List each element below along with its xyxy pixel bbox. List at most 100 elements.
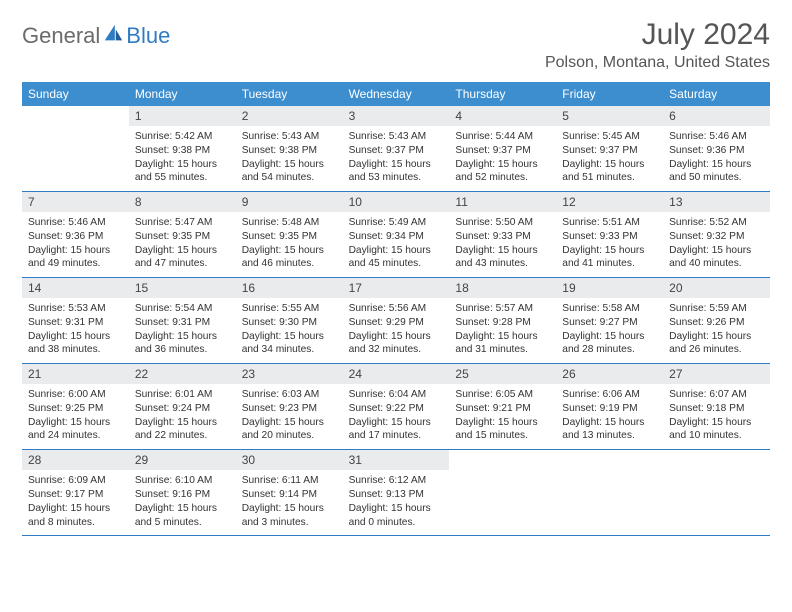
daylight-line: Daylight: 15 hours and 46 minutes. <box>242 244 337 272</box>
day-number: 10 <box>343 192 450 212</box>
daylight-line: Daylight: 15 hours and 0 minutes. <box>349 502 444 530</box>
daylight-line: Daylight: 15 hours and 38 minutes. <box>28 330 123 358</box>
day-body: Sunrise: 6:11 AMSunset: 9:14 PMDaylight:… <box>236 470 343 535</box>
day-body: Sunrise: 6:03 AMSunset: 9:23 PMDaylight:… <box>236 384 343 449</box>
sunset-line: Sunset: 9:30 PM <box>242 316 337 330</box>
daylight-line: Daylight: 15 hours and 26 minutes. <box>669 330 764 358</box>
day-cell: 1Sunrise: 5:42 AMSunset: 9:38 PMDaylight… <box>129 106 236 191</box>
sunrise-line: Sunrise: 6:05 AM <box>455 388 550 402</box>
day-number: 8 <box>129 192 236 212</box>
daylight-line: Daylight: 15 hours and 24 minutes. <box>28 416 123 444</box>
day-cell: 31Sunrise: 6:12 AMSunset: 9:13 PMDayligh… <box>343 450 450 535</box>
week-row: 21Sunrise: 6:00 AMSunset: 9:25 PMDayligh… <box>22 364 770 450</box>
day-body: Sunrise: 5:50 AMSunset: 9:33 PMDaylight:… <box>449 212 556 277</box>
day-cell: 22Sunrise: 6:01 AMSunset: 9:24 PMDayligh… <box>129 364 236 449</box>
day-body: Sunrise: 6:04 AMSunset: 9:22 PMDaylight:… <box>343 384 450 449</box>
sunrise-line: Sunrise: 6:09 AM <box>28 474 123 488</box>
sunset-line: Sunset: 9:31 PM <box>135 316 230 330</box>
sunset-line: Sunset: 9:24 PM <box>135 402 230 416</box>
header: General Blue July 2024 Polson, Montana, … <box>22 18 770 72</box>
sunset-line: Sunset: 9:25 PM <box>28 402 123 416</box>
day-body: Sunrise: 5:45 AMSunset: 9:37 PMDaylight:… <box>556 126 663 191</box>
day-body: Sunrise: 6:10 AMSunset: 9:16 PMDaylight:… <box>129 470 236 535</box>
day-cell: 12Sunrise: 5:51 AMSunset: 9:33 PMDayligh… <box>556 192 663 277</box>
sunset-line: Sunset: 9:37 PM <box>349 144 444 158</box>
sunset-line: Sunset: 9:21 PM <box>455 402 550 416</box>
sunset-line: Sunset: 9:37 PM <box>562 144 657 158</box>
day-cell: 5Sunrise: 5:45 AMSunset: 9:37 PMDaylight… <box>556 106 663 191</box>
sunrise-line: Sunrise: 5:55 AM <box>242 302 337 316</box>
day-of-week-header: SundayMondayTuesdayWednesdayThursdayFrid… <box>22 82 770 106</box>
day-cell: 6Sunrise: 5:46 AMSunset: 9:36 PMDaylight… <box>663 106 770 191</box>
day-body: Sunrise: 5:54 AMSunset: 9:31 PMDaylight:… <box>129 298 236 363</box>
daylight-line: Daylight: 15 hours and 43 minutes. <box>455 244 550 272</box>
day-cell: 21Sunrise: 6:00 AMSunset: 9:25 PMDayligh… <box>22 364 129 449</box>
day-body: Sunrise: 6:09 AMSunset: 9:17 PMDaylight:… <box>22 470 129 535</box>
dow-cell: Tuesday <box>236 82 343 106</box>
day-number: 13 <box>663 192 770 212</box>
day-number: 3 <box>343 106 450 126</box>
sunset-line: Sunset: 9:17 PM <box>28 488 123 502</box>
day-cell: 16Sunrise: 5:55 AMSunset: 9:30 PMDayligh… <box>236 278 343 363</box>
sunset-line: Sunset: 9:14 PM <box>242 488 337 502</box>
day-body: Sunrise: 6:12 AMSunset: 9:13 PMDaylight:… <box>343 470 450 535</box>
day-cell <box>449 450 556 535</box>
daylight-line: Daylight: 15 hours and 3 minutes. <box>242 502 337 530</box>
sunrise-line: Sunrise: 6:11 AM <box>242 474 337 488</box>
day-number: 5 <box>556 106 663 126</box>
day-body: Sunrise: 5:59 AMSunset: 9:26 PMDaylight:… <box>663 298 770 363</box>
day-body: Sunrise: 5:42 AMSunset: 9:38 PMDaylight:… <box>129 126 236 191</box>
sunset-line: Sunset: 9:22 PM <box>349 402 444 416</box>
daylight-line: Daylight: 15 hours and 49 minutes. <box>28 244 123 272</box>
sunset-line: Sunset: 9:16 PM <box>135 488 230 502</box>
day-cell: 7Sunrise: 5:46 AMSunset: 9:36 PMDaylight… <box>22 192 129 277</box>
daylight-line: Daylight: 15 hours and 36 minutes. <box>135 330 230 358</box>
sunset-line: Sunset: 9:34 PM <box>349 230 444 244</box>
day-body: Sunrise: 5:58 AMSunset: 9:27 PMDaylight:… <box>556 298 663 363</box>
day-number: 14 <box>22 278 129 298</box>
day-cell: 26Sunrise: 6:06 AMSunset: 9:19 PMDayligh… <box>556 364 663 449</box>
sunrise-line: Sunrise: 6:10 AM <box>135 474 230 488</box>
day-number: 20 <box>663 278 770 298</box>
day-number: 28 <box>22 450 129 470</box>
sunset-line: Sunset: 9:35 PM <box>242 230 337 244</box>
day-cell: 23Sunrise: 6:03 AMSunset: 9:23 PMDayligh… <box>236 364 343 449</box>
daylight-line: Daylight: 15 hours and 50 minutes. <box>669 158 764 186</box>
day-cell <box>663 450 770 535</box>
day-number: 2 <box>236 106 343 126</box>
day-cell: 17Sunrise: 5:56 AMSunset: 9:29 PMDayligh… <box>343 278 450 363</box>
sunset-line: Sunset: 9:33 PM <box>455 230 550 244</box>
day-cell: 24Sunrise: 6:04 AMSunset: 9:22 PMDayligh… <box>343 364 450 449</box>
day-body: Sunrise: 6:00 AMSunset: 9:25 PMDaylight:… <box>22 384 129 449</box>
day-number: 22 <box>129 364 236 384</box>
sunrise-line: Sunrise: 5:59 AM <box>669 302 764 316</box>
daylight-line: Daylight: 15 hours and 53 minutes. <box>349 158 444 186</box>
day-number: 31 <box>343 450 450 470</box>
day-cell: 27Sunrise: 6:07 AMSunset: 9:18 PMDayligh… <box>663 364 770 449</box>
daylight-line: Daylight: 15 hours and 40 minutes. <box>669 244 764 272</box>
day-number: 16 <box>236 278 343 298</box>
day-cell <box>22 106 129 191</box>
sunset-line: Sunset: 9:38 PM <box>135 144 230 158</box>
day-body: Sunrise: 5:52 AMSunset: 9:32 PMDaylight:… <box>663 212 770 277</box>
day-number: 6 <box>663 106 770 126</box>
day-body: Sunrise: 6:01 AMSunset: 9:24 PMDaylight:… <box>129 384 236 449</box>
sunrise-line: Sunrise: 5:47 AM <box>135 216 230 230</box>
day-body: Sunrise: 5:47 AMSunset: 9:35 PMDaylight:… <box>129 212 236 277</box>
dow-cell: Monday <box>129 82 236 106</box>
daylight-line: Daylight: 15 hours and 31 minutes. <box>455 330 550 358</box>
dow-cell: Friday <box>556 82 663 106</box>
sunrise-line: Sunrise: 5:49 AM <box>349 216 444 230</box>
day-number: 26 <box>556 364 663 384</box>
day-number: 19 <box>556 278 663 298</box>
day-number: 29 <box>129 450 236 470</box>
day-body: Sunrise: 5:49 AMSunset: 9:34 PMDaylight:… <box>343 212 450 277</box>
sunset-line: Sunset: 9:18 PM <box>669 402 764 416</box>
daylight-line: Daylight: 15 hours and 32 minutes. <box>349 330 444 358</box>
sunrise-line: Sunrise: 6:04 AM <box>349 388 444 402</box>
sunset-line: Sunset: 9:28 PM <box>455 316 550 330</box>
day-number: 15 <box>129 278 236 298</box>
day-number: 27 <box>663 364 770 384</box>
logo: General Blue <box>22 18 170 49</box>
daylight-line: Daylight: 15 hours and 10 minutes. <box>669 416 764 444</box>
